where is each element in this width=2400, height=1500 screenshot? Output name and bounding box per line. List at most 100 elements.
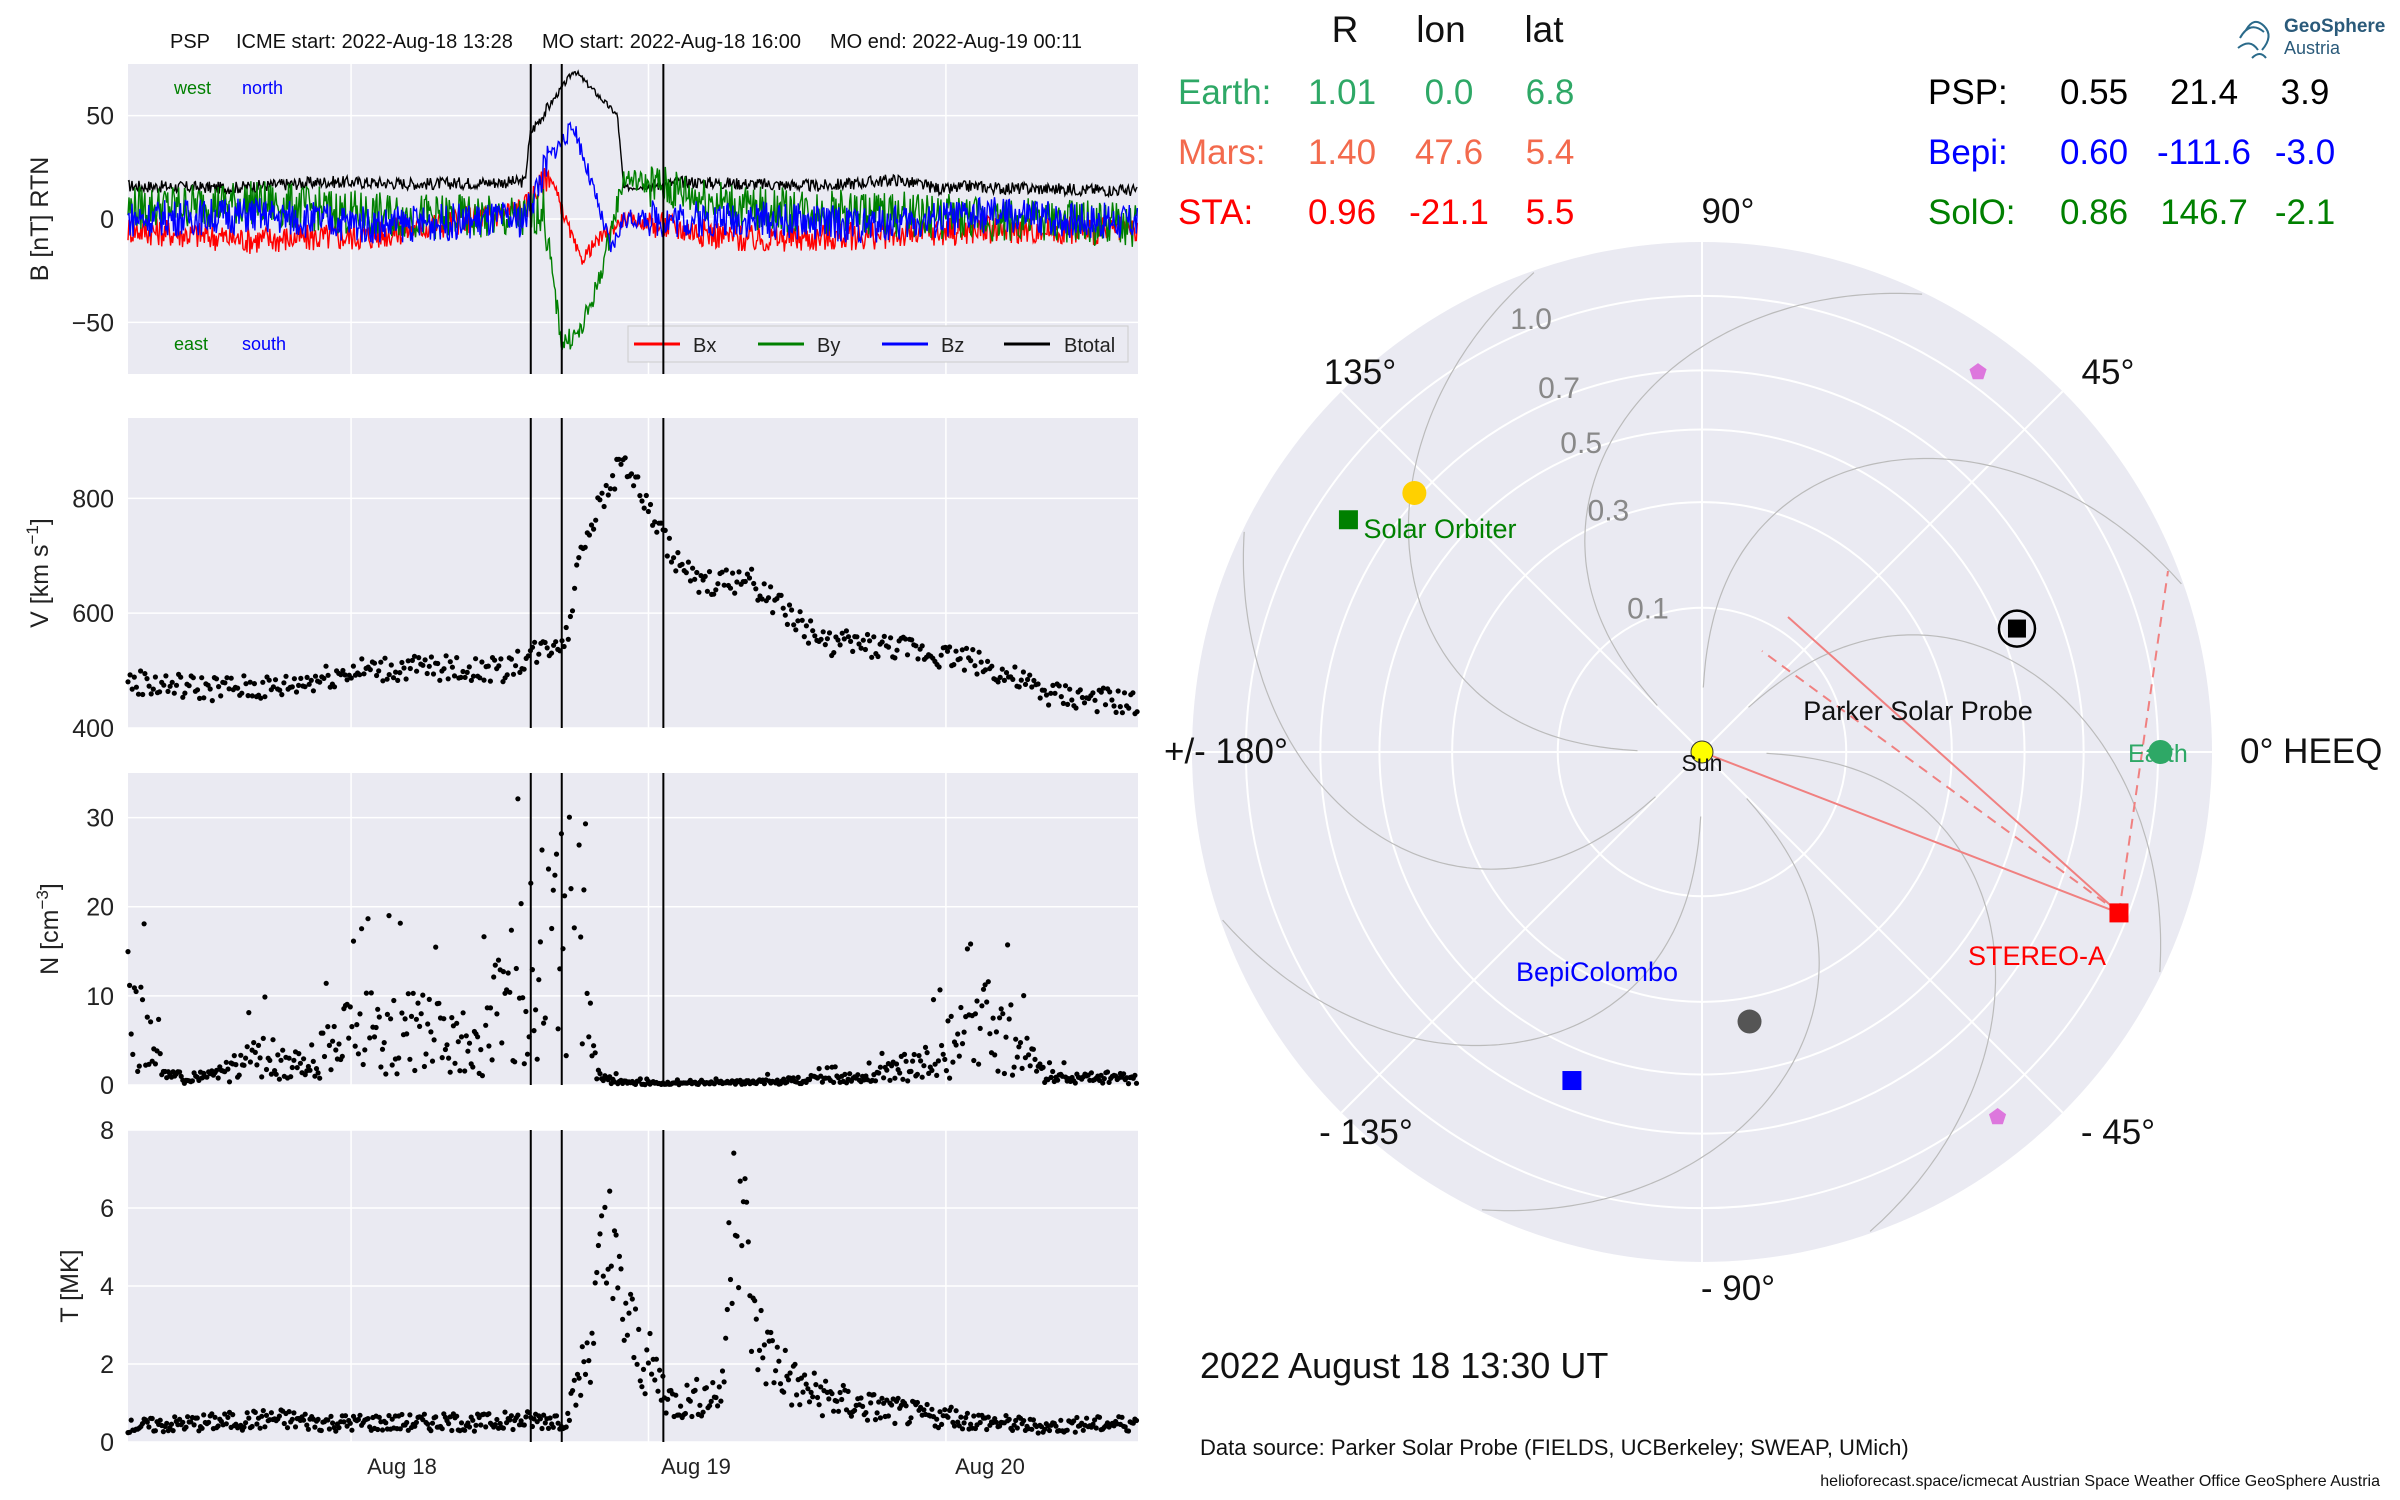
data-point <box>207 686 213 692</box>
data-point <box>365 1416 371 1422</box>
data-point <box>755 597 761 603</box>
data-point <box>1027 1063 1033 1069</box>
data-point <box>730 570 736 576</box>
data-point <box>959 1041 966 1047</box>
data-point <box>955 1031 961 1037</box>
data-point <box>464 669 470 676</box>
data-point <box>447 1069 453 1075</box>
data-point <box>993 1029 1000 1035</box>
parker-spiral <box>1407 272 1638 752</box>
data-point <box>770 610 776 616</box>
data-point <box>959 1426 966 1432</box>
series-line-bz <box>127 121 1138 253</box>
data-point <box>823 1378 829 1384</box>
data-point <box>460 1010 466 1016</box>
data-point <box>1090 1421 1096 1427</box>
data-point <box>763 1381 769 1387</box>
data-point <box>246 1415 252 1421</box>
data-point <box>244 1410 250 1416</box>
data-point <box>518 901 524 907</box>
data-point <box>1046 1427 1053 1434</box>
data-point <box>483 1022 489 1028</box>
data-point <box>374 672 380 679</box>
data-point <box>977 1419 983 1426</box>
data-point <box>811 1370 817 1376</box>
data-point <box>218 693 224 699</box>
data-point <box>465 1048 471 1054</box>
data-point <box>774 1344 780 1350</box>
angle-label-m90: - 90° <box>1701 1269 1775 1308</box>
angle-label-90: 90° <box>1702 192 1755 231</box>
data-point <box>270 684 276 690</box>
data-point <box>624 1332 631 1338</box>
data-point <box>531 1028 537 1034</box>
data-point <box>446 1421 452 1427</box>
data-point <box>386 672 392 678</box>
data-point <box>939 1421 945 1427</box>
parker-spiral <box>1748 634 2162 973</box>
data-point <box>177 1069 183 1075</box>
data-point <box>367 1035 373 1041</box>
data-point <box>1061 1060 1067 1066</box>
data-point <box>837 642 843 648</box>
data-point <box>984 1426 990 1433</box>
data-point <box>824 1065 830 1071</box>
data-point <box>943 1068 950 1074</box>
data-point <box>1090 690 1096 696</box>
data-point <box>241 1062 247 1068</box>
data-point <box>389 1416 395 1422</box>
data-point <box>283 673 289 679</box>
data-point <box>929 1406 935 1412</box>
data-point <box>133 988 139 995</box>
data-point <box>399 1010 405 1016</box>
data-point <box>655 1388 661 1394</box>
data-point <box>987 1031 993 1037</box>
ytick-label: 6 <box>100 1195 114 1223</box>
data-point <box>298 675 304 682</box>
data-point <box>613 1232 619 1238</box>
data-point <box>800 1389 806 1395</box>
data-point <box>785 1377 792 1383</box>
data-point <box>755 1367 761 1373</box>
position-cell: 6.8 <box>1526 73 1575 112</box>
data-point <box>497 1420 503 1427</box>
label-south: south <box>242 334 286 354</box>
data-point <box>786 602 793 608</box>
data-point <box>789 607 795 613</box>
data-point <box>951 1423 958 1429</box>
data-point <box>673 568 679 574</box>
data-point <box>260 1408 266 1414</box>
label-north: north <box>242 78 283 98</box>
position-cell: 5.4 <box>1526 133 1575 172</box>
data-point <box>1065 701 1071 708</box>
data-point <box>645 1360 652 1366</box>
radial-tick-label: 0.3 <box>1588 494 1630 527</box>
data-point <box>420 992 426 998</box>
data-point <box>323 663 329 669</box>
data-point <box>678 1403 684 1409</box>
data-point <box>521 1061 527 1067</box>
data-point <box>552 872 558 878</box>
data-point <box>958 1414 964 1420</box>
data-point <box>157 1051 163 1057</box>
data-point <box>696 589 702 595</box>
data-point <box>435 660 441 667</box>
data-point <box>753 586 759 592</box>
logo-line2: Austria <box>2284 38 2341 58</box>
data-point <box>362 1047 368 1053</box>
data-point <box>1037 695 1043 701</box>
data-point <box>230 1412 236 1418</box>
data-point <box>167 683 173 689</box>
ts-header-mo-end: MO end: 2022-Aug-19 00:11 <box>830 31 1082 53</box>
data-point <box>517 669 523 676</box>
data-point <box>1113 709 1119 716</box>
data-point <box>694 569 700 576</box>
data-point <box>276 1413 282 1419</box>
data-point <box>276 1076 282 1082</box>
legend-b: Bx By Bz Btotal <box>627 325 1129 363</box>
data-point <box>344 677 350 683</box>
data-point <box>382 655 388 661</box>
data-point <box>206 1419 212 1425</box>
data-point <box>566 814 573 820</box>
data-point <box>1067 686 1073 692</box>
